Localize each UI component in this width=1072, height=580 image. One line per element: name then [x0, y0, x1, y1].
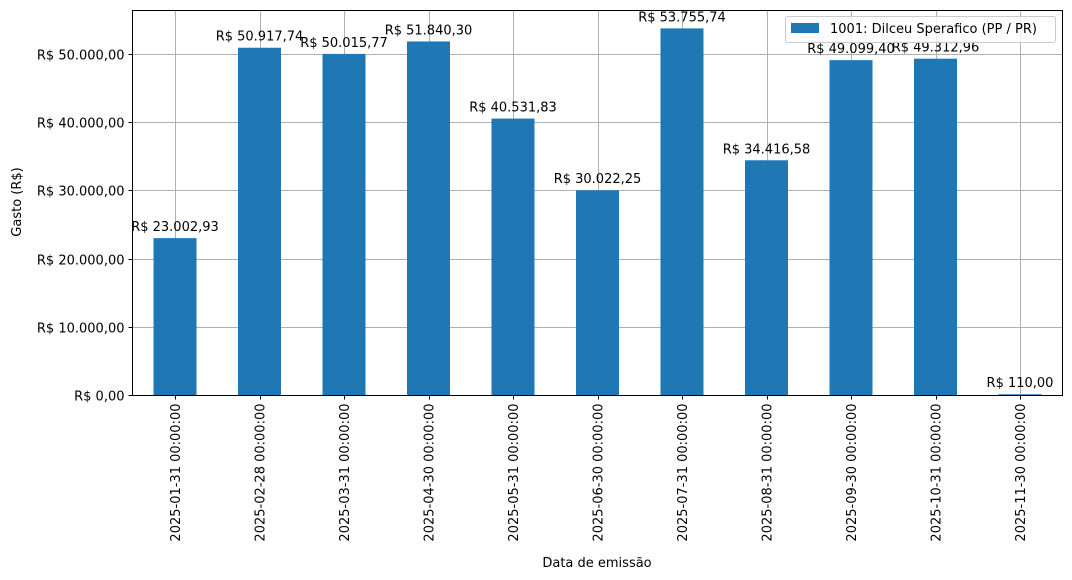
bar-value-labels: R$ 23.002,93R$ 50.917,74R$ 50.015,77R$ 5… [131, 10, 1053, 391]
bar [745, 160, 788, 395]
y-tick-label: R$ 10.000,00 [37, 322, 125, 337]
bar-value-label: R$ 110,00 [987, 376, 1054, 391]
legend-box [785, 16, 1056, 43]
x-tick-label: 2025-04-30 00:00:00 [423, 404, 438, 542]
y-axis-label: Gasto (R$) [10, 167, 25, 236]
x-axis-label: Data de emissão [542, 556, 651, 571]
bar-value-label: R$ 40.531,83 [469, 101, 557, 116]
legend: 1001: Dilceu Sperafico (PP / PR) [785, 16, 1056, 43]
plot-frame [132, 10, 1063, 396]
bar-value-label: R$ 49.312,96 [892, 41, 980, 56]
bar [829, 60, 873, 396]
bars [153, 28, 1042, 396]
y-axis-ticks: R$ 0,00 R$ 10.000,00 R$ 20.000,00 R$ 30.000… [37, 49, 133, 405]
bar-value-label: R$ 34.416,58 [723, 142, 811, 157]
legend-label: 1001: Dilceu Sperafico (PP / PR) [830, 22, 1037, 37]
y-tick-label: R$ 30.000,00 [37, 185, 125, 200]
bar-value-label: R$ 49.099,40 [807, 42, 895, 57]
bar [998, 394, 1042, 395]
bar [576, 190, 619, 395]
x-tick-label: 2025-03-31 00:00:00 [338, 404, 353, 542]
bar-value-label: R$ 30.022,25 [554, 172, 642, 187]
x-tick-label: 2025-07-31 00:00:00 [676, 404, 691, 542]
x-tick-label: 2025-08-31 00:00:00 [761, 404, 776, 542]
bar [914, 58, 957, 396]
x-tick-label: 2025-06-30 00:00:00 [592, 404, 607, 542]
bar [322, 53, 366, 395]
bar [407, 41, 450, 395]
bar [153, 238, 197, 395]
x-tick-label: 2025-11-30 00:00:00 [1014, 404, 1029, 542]
y-tick-label: R$ 20.000,00 [37, 254, 125, 269]
bar-value-label: R$ 50.917,74 [216, 30, 304, 45]
bar-value-label: R$ 23.002,93 [131, 220, 219, 235]
x-tick-label: 2025-02-28 00:00:00 [254, 404, 269, 542]
x-tick-label: 2025-09-30 00:00:00 [845, 404, 860, 542]
y-tick-label: R$ 50.000,00 [37, 49, 125, 64]
x-tick-label: 2025-05-31 00:00:00 [507, 404, 522, 542]
bar-value-label: R$ 50.015,77 [300, 36, 388, 51]
bar [238, 47, 281, 395]
bar [491, 118, 535, 395]
x-tick-label: 2025-10-31 00:00:00 [930, 404, 945, 542]
bar-value-label: R$ 51.840,30 [385, 23, 473, 38]
y-tick-label: R$ 40.000,00 [37, 117, 125, 132]
bar-value-label: R$ 53.755,74 [638, 10, 726, 25]
legend-swatch [791, 23, 819, 33]
x-tick-label: 2025-01-31 00:00:00 [169, 404, 184, 542]
bar [660, 28, 704, 395]
y-tick-label: R$ 0,00 [74, 390, 124, 405]
x-axis-ticks: 2025-01-31 00:00:00 2025-02-28 00:00:00 20… [169, 395, 1029, 542]
